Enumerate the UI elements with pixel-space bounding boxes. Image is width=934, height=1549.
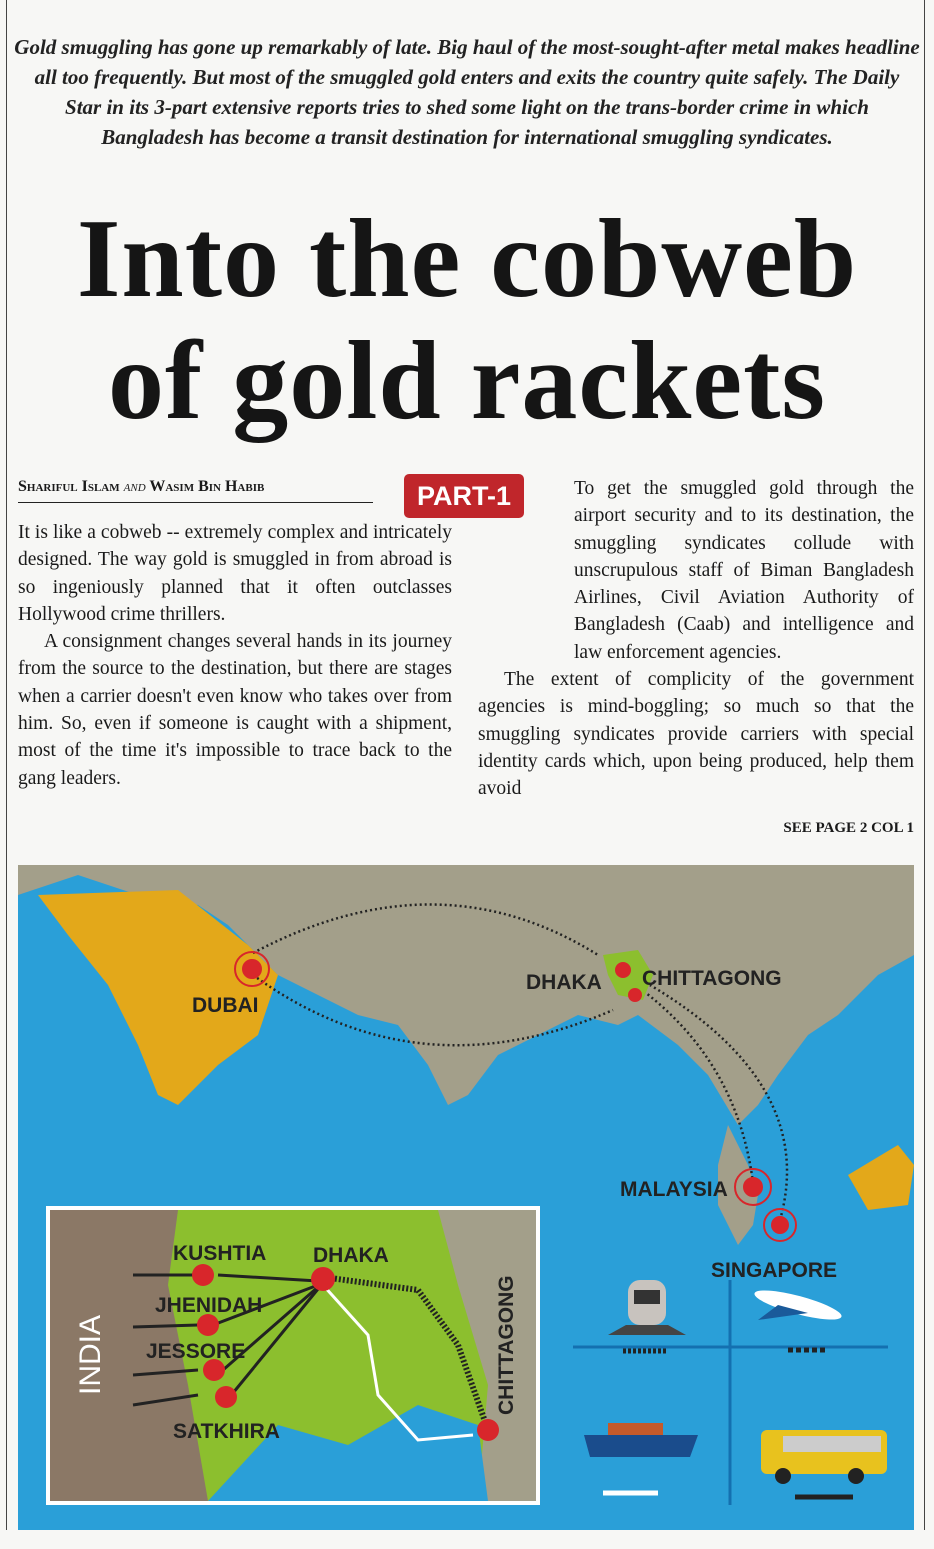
marker-dubai [242,959,262,979]
marker-jessore [203,1359,225,1381]
label-jhenidah: JHENIDAH [155,1294,262,1317]
paragraph-lead-wrap: To get the smuggled gold through the air… [478,475,914,666]
author-1: Shariful Islam [18,478,120,495]
paragraph: It is like a cobweb -- extremely complex… [18,522,452,625]
marker-ring [763,1208,797,1242]
smuggling-routes-map: DUBAI DHAKA CHITTAGONG MALAYSIA SINGAPOR… [18,865,914,1530]
transport-legend [573,1280,888,1505]
paragraph: To get the smuggled gold through the air… [574,478,914,663]
label-dubai: DUBAI [192,994,259,1017]
marker-dhaka [615,962,631,978]
label-malaysia: MALAYSIA [620,1178,728,1201]
headline-line-1: Into the cobweb [76,197,858,321]
east-region [438,1210,536,1501]
body-column-left: It is like a cobweb -- extremely complex… [18,519,452,792]
marker-malaysia [743,1177,763,1197]
label-chittagong-inset: CHITTAGONG [495,1275,518,1415]
ship-icon [584,1423,698,1496]
label-satkhira: SATKHIRA [173,1420,280,1443]
paragraph: A consignment changes several hands in i… [18,631,452,789]
author-2: Wasim Bin Habib [149,478,265,495]
bus-icon [761,1430,887,1500]
marker-chittagong-inset [477,1419,499,1441]
airplane-icon [754,1290,842,1353]
label-india: INDIA [74,1315,107,1395]
column-rule [924,0,925,1530]
marker-dhaka-inset [311,1267,335,1291]
label-chittagong: CHITTAGONG [642,967,782,990]
byline-and: and [123,478,146,495]
headline-line-2: of gold rackets [107,319,826,443]
malay-peninsula [718,1125,758,1245]
marker-ring [234,951,270,987]
route-singapore [649,983,789,1221]
body-column-right: To get the smuggled gold through the air… [478,475,914,803]
borneo [848,1145,914,1210]
part-badge: PART-1 [404,474,524,518]
column-rule [6,0,7,1530]
rail-route [322,1274,491,1431]
continued-link[interactable]: SEE PAGE 2 COL 1 [783,820,914,836]
bay-of-bengal [208,1405,488,1501]
marker-chittagong [628,988,642,1002]
label-dhaka-inset: DHAKA [313,1244,389,1267]
route-malaysia [645,992,755,1184]
route-dubai-chittagong [252,973,614,1047]
intro-blurb: Gold smuggling has gone up remarkably of… [14,35,920,149]
label-dhaka: DHAKA [526,971,602,994]
label-singapore: SINGAPORE [711,1259,837,1282]
waterway-route [321,1283,474,1442]
train-icon [608,1280,686,1354]
marker-satkhira [215,1386,237,1408]
byline: Shariful Islam and Wasim Bin Habib [18,478,373,503]
headline: Into the cobweb of gold rackets [0,198,934,442]
marker-kushtia [192,1264,214,1286]
paragraph: The extent of complicity of the governme… [478,669,914,800]
marker-jhenidah [197,1314,219,1336]
bangladesh-inset-map: INDIA KUSHTIA DHAKA JHENIDAH JESSORE SAT… [46,1206,540,1505]
label-jessore: JESSORE [146,1340,245,1363]
india-region [50,1210,208,1501]
marker-singapore [771,1216,789,1234]
arabian-peninsula [38,890,278,1105]
asia-landmass [18,865,914,1125]
marker-ring [734,1168,772,1206]
label-kushtia: KUSHTIA [173,1242,266,1265]
